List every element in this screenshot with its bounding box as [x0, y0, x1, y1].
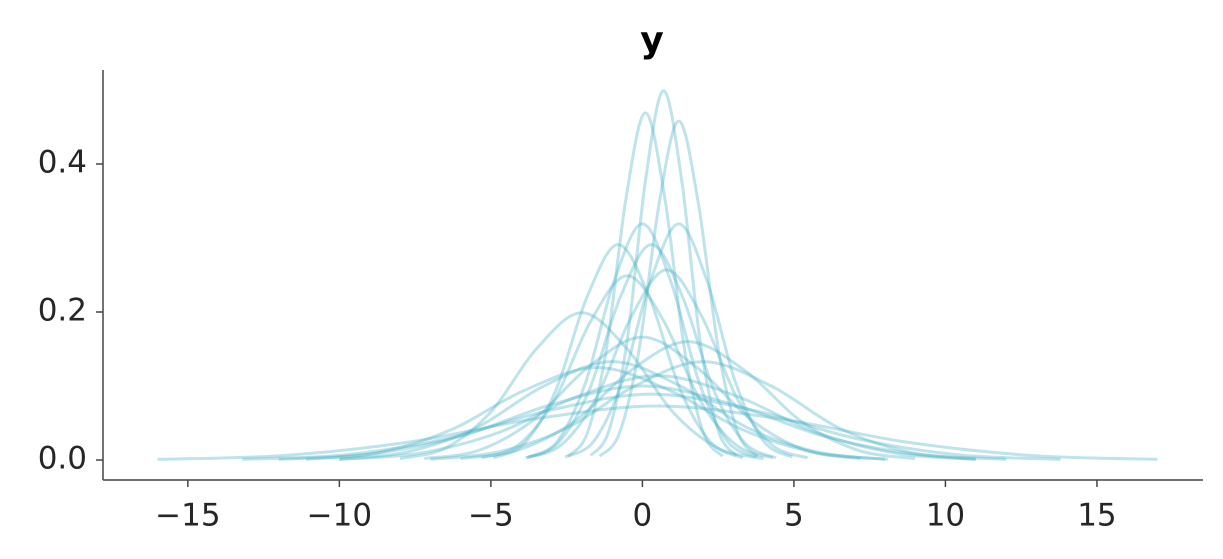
- y-tick-label: 0.2: [38, 293, 87, 329]
- density-line: [528, 222, 757, 459]
- y-tick-label: 0.4: [38, 144, 87, 180]
- x-tick-label: −15: [155, 498, 220, 534]
- density-line: [242, 392, 1061, 461]
- density-line: [526, 243, 777, 460]
- density-line: [339, 360, 885, 461]
- density-line: [423, 335, 861, 461]
- density-line: [157, 404, 1158, 461]
- density-line: [492, 243, 744, 460]
- density-line: [305, 366, 888, 461]
- x-tick-label: 0: [633, 498, 653, 534]
- density-line: [589, 89, 738, 457]
- density-line: [566, 111, 724, 458]
- density-line: [481, 274, 774, 460]
- x-tick-label: 15: [1077, 498, 1116, 534]
- density-line: [399, 311, 764, 461]
- chart-title: y: [640, 20, 663, 61]
- density-line: [278, 384, 1007, 461]
- density-line: [460, 340, 916, 461]
- x-tick-label: 10: [926, 498, 965, 534]
- density-line: [339, 374, 976, 461]
- density-line: [564, 222, 794, 459]
- x-tick-label: −10: [307, 498, 372, 534]
- x-tick-label: 5: [784, 498, 804, 534]
- density-line: [430, 360, 976, 461]
- y-tick-label: 0.0: [38, 441, 87, 477]
- density-line: [525, 268, 809, 460]
- density-line: [598, 119, 759, 458]
- x-tick-label: −5: [468, 498, 514, 534]
